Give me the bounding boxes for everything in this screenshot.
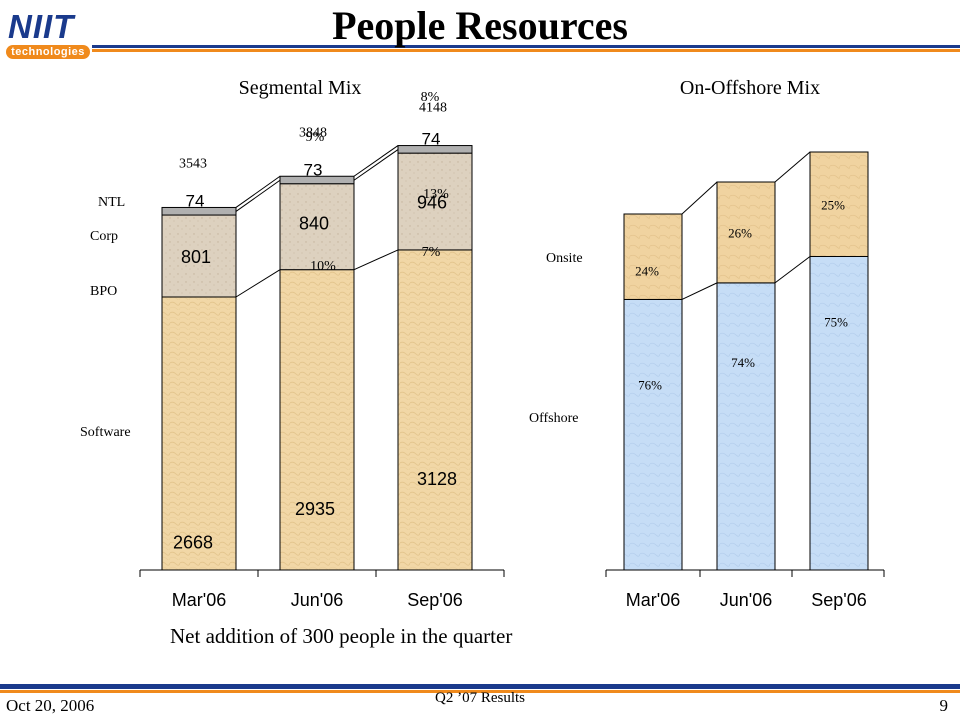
page-number: 9 bbox=[939, 696, 949, 715]
value-label-bpo: 840 bbox=[299, 214, 329, 234]
bar-software-2 bbox=[397, 249, 473, 571]
growth-annotation: 9% bbox=[306, 130, 325, 145]
connector-line bbox=[681, 282, 718, 300]
total-label: 3543 bbox=[179, 156, 207, 171]
on-offshore-mix-chart: On-Offshore Mix 76% 24% Mar'06 74% 26% Jun'06 7… bbox=[529, 77, 885, 610]
bar-offshore-0 bbox=[623, 298, 683, 571]
niit-logo: NIIT technologies bbox=[6, 8, 92, 60]
footer-rule-orange bbox=[0, 690, 960, 693]
bar-ntl-2 bbox=[397, 145, 473, 154]
connector-line bbox=[235, 269, 281, 298]
bar-onsite-2 bbox=[809, 151, 869, 257]
value-label-software: 2668 bbox=[173, 532, 213, 552]
value-label-software: 3128 bbox=[417, 469, 457, 489]
value-label-offshore: 76% bbox=[638, 377, 662, 392]
legend-label-ntl: NTL bbox=[98, 195, 125, 210]
value-label-ntl: 74 bbox=[186, 191, 205, 210]
footer-center-text: Q2 ’07 Results bbox=[435, 690, 525, 706]
value-label-onsite: 26% bbox=[728, 225, 752, 240]
growth-annotation: 7% bbox=[422, 245, 441, 260]
x-tick-label: Sep'06 bbox=[407, 590, 463, 610]
value-label-software: 2935 bbox=[295, 499, 335, 519]
connector-line bbox=[235, 179, 281, 212]
header-rule-blue bbox=[92, 45, 960, 48]
growth-annotation: 10% bbox=[310, 259, 336, 274]
connector-line bbox=[235, 175, 281, 208]
value-label-ntl: 73 bbox=[304, 160, 323, 179]
bar-bpo-1 bbox=[279, 183, 355, 271]
bar-software-0 bbox=[161, 296, 237, 571]
segmental-mix-chart: Segmental Mix Mar'06 2668 801 74 3543 Jun'06 29… bbox=[80, 77, 505, 610]
total-label: 4148 bbox=[419, 101, 447, 116]
header-rule-orange bbox=[92, 49, 960, 52]
bar-offshore-1 bbox=[716, 282, 776, 571]
growth-annotation: 8% bbox=[421, 90, 440, 105]
x-tick-label: Sep'06 bbox=[811, 590, 867, 610]
bar-bpo-2 bbox=[397, 152, 473, 251]
value-label-ntl: 74 bbox=[422, 130, 441, 149]
legend-label-corp: Corp bbox=[90, 229, 118, 244]
growth-annotation: 13% bbox=[423, 187, 449, 202]
total-label: 3848 bbox=[299, 125, 327, 140]
logo-subtitle: technologies bbox=[6, 45, 90, 59]
connector-line bbox=[681, 181, 718, 215]
on-offshore-mix-title: On-Offshore Mix bbox=[680, 77, 820, 99]
connector-line bbox=[353, 249, 399, 271]
value-label-bpo: 946 bbox=[417, 193, 447, 213]
bar-onsite-0 bbox=[623, 213, 683, 300]
logo-wordmark: NIIT bbox=[8, 8, 75, 45]
value-label-offshore: 75% bbox=[824, 315, 848, 330]
segmental-mix-title: Segmental Mix bbox=[239, 77, 362, 99]
connector-line bbox=[774, 256, 811, 284]
x-tick-label: Jun'06 bbox=[720, 590, 772, 610]
bar-onsite-1 bbox=[716, 181, 776, 284]
legend-label-software: Software bbox=[80, 425, 131, 440]
value-label-onsite: 24% bbox=[635, 264, 659, 279]
connector-line bbox=[353, 145, 399, 177]
bar-bpo-0 bbox=[161, 214, 237, 298]
bar-software-1 bbox=[279, 269, 355, 571]
footer-date: Oct 20, 2006 bbox=[6, 696, 95, 715]
footer-rule-blue bbox=[0, 684, 960, 689]
legend-label-offshore: Offshore bbox=[529, 411, 579, 426]
legend-label-bpo: BPO bbox=[90, 284, 117, 299]
value-label-bpo: 801 bbox=[181, 247, 211, 267]
slide-title: People Resources bbox=[332, 3, 628, 48]
value-label-onsite: 25% bbox=[821, 197, 845, 212]
value-label-offshore: 74% bbox=[731, 355, 755, 370]
bar-offshore-2 bbox=[809, 256, 869, 571]
connector-line bbox=[353, 149, 399, 181]
x-tick-label: Mar'06 bbox=[172, 590, 226, 610]
x-tick-label: Mar'06 bbox=[626, 590, 680, 610]
connector-line bbox=[774, 151, 811, 183]
net-addition-note: Net addition of 300 people in the quarte… bbox=[170, 624, 513, 648]
x-tick-label: Jun'06 bbox=[291, 590, 343, 610]
legend-label-onsite: Onsite bbox=[546, 251, 583, 266]
